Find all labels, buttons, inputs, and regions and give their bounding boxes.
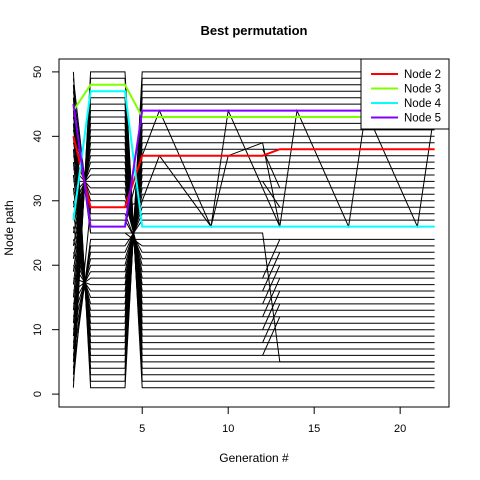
y-tick-label: 20 <box>32 259 44 271</box>
y-tick-label: 0 <box>32 391 44 397</box>
legend-label: Node 3 <box>404 84 441 96</box>
path-line-53 <box>262 264 281 305</box>
path-line-51 <box>262 239 281 279</box>
x-axis: 5 10 15 20 <box>139 406 406 435</box>
path-line-54 <box>262 277 281 318</box>
y-tick-label: 30 <box>32 195 44 207</box>
y-tick-label: 10 <box>32 324 44 336</box>
y-tick-label: 50 <box>32 66 44 78</box>
legend: Node 2 Node 3 Node 4 Node 5 <box>360 58 450 130</box>
y-tick-label: 40 <box>32 130 44 142</box>
y-axis: 0 10 20 30 40 50 <box>32 66 60 397</box>
legend-label: Node 2 <box>404 69 441 81</box>
path-line-56 <box>262 303 281 343</box>
path-line-52 <box>262 252 281 292</box>
y-axis-label: Node path <box>2 200 16 255</box>
series-line-node-2 <box>72 136 435 209</box>
legend-label: Node 5 <box>404 113 441 125</box>
path-line-50 <box>72 78 435 363</box>
path-line-55 <box>262 290 281 330</box>
x-tick-label: 15 <box>308 423 320 435</box>
x-tick-label: 5 <box>139 423 145 435</box>
path-line-47 <box>72 238 435 369</box>
x-tick-label: 20 <box>394 423 406 435</box>
chart-title: Best permutation <box>201 23 308 38</box>
path-line-59 <box>262 181 281 208</box>
legend-label: Node 4 <box>404 98 442 110</box>
x-tick-label: 10 <box>222 423 234 435</box>
series-line-node-4 <box>72 90 435 228</box>
x-axis-label: Generation # <box>219 451 289 465</box>
path-line-57 <box>262 316 281 356</box>
